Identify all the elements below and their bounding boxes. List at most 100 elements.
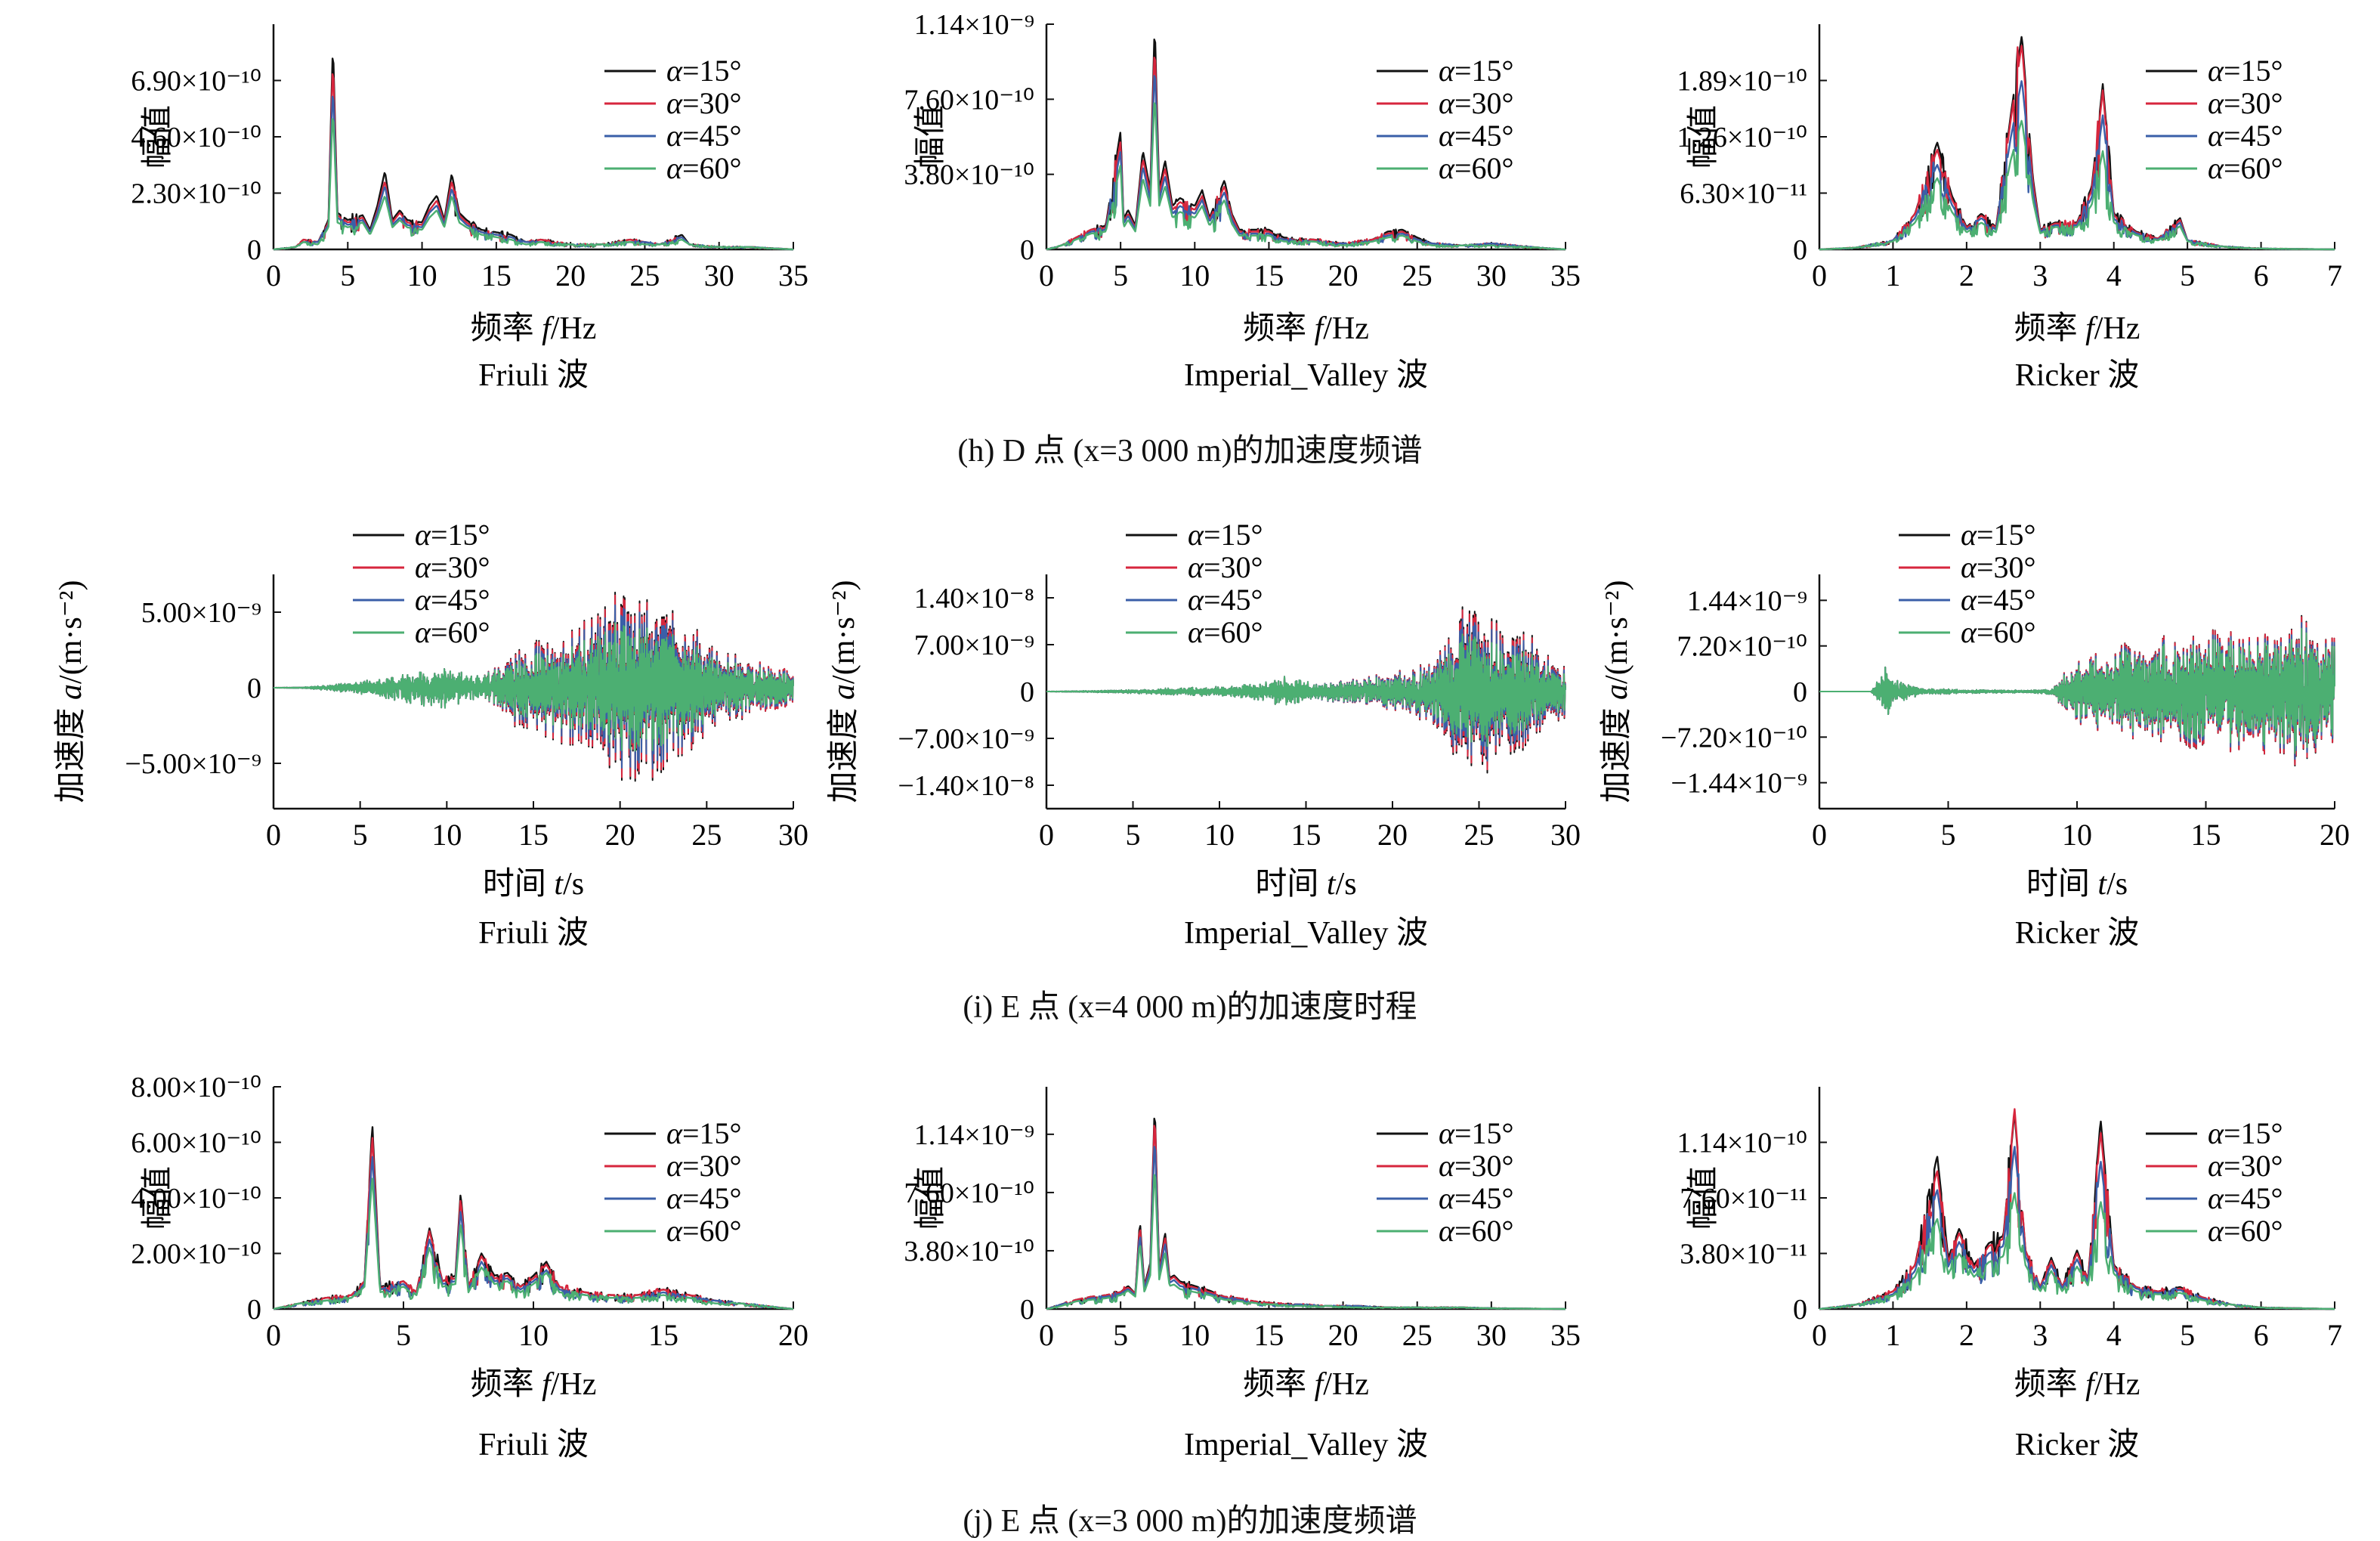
chart-j2: 0 5 10 15 20 25 30 35 0 3.80×10⁻¹⁰ 7.60×10⁻¹⁰ 1.14×…: [904, 1087, 1581, 1462]
y-tick-label: −5.00×10⁻⁹: [125, 748, 261, 780]
chart-subtitle: Friuli 波: [478, 358, 589, 393]
y-tick-label: −1.44×10⁻⁹: [1671, 768, 1807, 800]
x-tick-label: 0: [1039, 258, 1054, 292]
x-tick-label: 3: [2032, 1318, 2048, 1352]
x-tick-label: 15: [518, 818, 549, 852]
x-tick-label: 6: [2254, 258, 2269, 292]
legend-label: α=15°: [1188, 518, 1263, 552]
legend-label: α=30°: [2208, 86, 2283, 120]
chart-subtitle: Friuli 波: [478, 916, 589, 951]
legend-label: α=15°: [1439, 1116, 1514, 1150]
y-tick-label: 1.14×10⁻⁹: [914, 9, 1034, 41]
y-tick-label: −7.20×10⁻¹⁰: [1661, 722, 1807, 753]
chart-subtitle: Ricker 波: [2015, 1428, 2139, 1462]
chart-subtitle: Ricker 波: [2015, 916, 2139, 951]
legend-label: α=30°: [666, 86, 742, 120]
legend-label: α=15°: [1439, 54, 1514, 88]
legend-label: α=15°: [666, 1116, 742, 1150]
x-tick-label: 5: [1113, 1318, 1128, 1352]
x-tick-label: 0: [1812, 1318, 1827, 1352]
legend-label: α=15°: [415, 518, 490, 552]
legend-label: α=45°: [1439, 119, 1514, 153]
x-tick-label: 15: [2191, 818, 2221, 852]
x-axis-label: 频率 f/Hz: [1243, 311, 1369, 346]
x-tick-label: 5: [2180, 258, 2195, 292]
caption-h: (h) D 点 (x=3 000 m)的加速度频谱: [957, 434, 1423, 469]
y-tick-label: 0: [1793, 1294, 1807, 1326]
y-tick-label: 8.00×10⁻¹⁰: [131, 1072, 261, 1103]
legend-label: α=30°: [2208, 1149, 2283, 1183]
legend-label: α=45°: [666, 1181, 742, 1215]
x-tick-label: 25: [1402, 258, 1433, 292]
caption-j: (j) E 点 (x=3 000 m)的加速度频谱: [963, 1504, 1417, 1539]
series-line-α=60°: [273, 1177, 794, 1310]
y-tick-label: 1.40×10⁻⁸: [914, 583, 1034, 614]
x-tick-label: 2: [1959, 258, 1974, 292]
x-tick-label: 15: [648, 1318, 678, 1352]
y-tick-label: 7.20×10⁻¹⁰: [1677, 631, 1807, 663]
legend-label: α=60°: [2208, 1214, 2283, 1248]
chart-subtitle: Imperial_Valley 波: [1184, 916, 1428, 951]
y-tick-label: 4.60×10⁻¹⁰: [131, 122, 261, 153]
x-tick-label: 5: [340, 258, 355, 292]
series-line-α=30°: [1046, 56, 1566, 251]
x-tick-label: 0: [1812, 258, 1827, 292]
legend-label: α=30°: [1188, 550, 1263, 584]
legend-label: α=15°: [1961, 518, 2036, 552]
y-tick-label: 3.80×10⁻¹⁰: [904, 159, 1034, 191]
series-line-α=60°: [1046, 1174, 1566, 1310]
chart-i2: 0 5 10 15 20 25 30 −1.40×10⁻⁸ −7.00×10⁻⁹ 0 7.00×10…: [827, 518, 1581, 951]
x-tick-label: 10: [2062, 818, 2092, 852]
y-tick-label: 0: [1020, 1294, 1034, 1326]
legend-label: α=60°: [666, 151, 742, 185]
x-axis-label: 频率 f/Hz: [2014, 311, 2140, 346]
x-tick-label: 20: [605, 818, 635, 852]
x-tick-label: 20: [778, 1318, 808, 1352]
x-tick-label: 1: [1885, 1318, 1900, 1352]
x-tick-label: 0: [266, 818, 281, 852]
x-tick-label: 4: [2106, 258, 2122, 292]
chart-j3: 0 1 2 3 4 5 6 7 0 3.80×10⁻¹¹ 7.60×10⁻¹¹ 1.14×10⁻¹⁰ 幅…: [1677, 1087, 2342, 1462]
y-tick-label: 6.00×10⁻¹⁰: [131, 1128, 261, 1159]
x-tick-label: 15: [1253, 258, 1284, 292]
x-tick-label: 15: [1253, 1318, 1284, 1352]
x-tick-label: 0: [266, 1318, 281, 1352]
x-tick-label: 0: [266, 258, 281, 292]
x-tick-label: 30: [1550, 818, 1581, 852]
y-tick-label: 7.60×10⁻¹⁰: [904, 84, 1034, 116]
legend-label: α=45°: [666, 119, 742, 153]
legend-label: α=30°: [1439, 1149, 1514, 1183]
x-tick-label: 10: [1179, 258, 1210, 292]
legend-label: α=45°: [1961, 583, 2036, 617]
x-tick-label: 30: [1476, 1318, 1507, 1352]
legend-label: α=15°: [666, 54, 742, 88]
x-tick-label: 10: [518, 1318, 549, 1352]
x-tick-label: 35: [778, 258, 808, 292]
y-tick-label: 7.60×10⁻¹⁰: [904, 1177, 1034, 1209]
x-tick-label: 0: [1039, 1318, 1054, 1352]
x-tick-label: 35: [1550, 258, 1581, 292]
x-tick-label: 0: [1812, 818, 1827, 852]
chart-subtitle: Imperial_Valley 波: [1184, 358, 1428, 393]
y-axis-label: 加速度 a/(m·s⁻²): [827, 580, 861, 803]
y-axis-label: 加速度 a/(m·s⁻²): [1600, 580, 1634, 803]
y-tick-label: 1.14×10⁻⁹: [914, 1119, 1034, 1151]
chart-h3: 0 1 2 3 4 5 6 7 0 6.30×10⁻¹¹ 1.26×10⁻¹⁰ 1.89×10⁻¹⁰ 幅…: [1677, 24, 2342, 393]
y-tick-label: −7.00×10⁻⁹: [898, 723, 1034, 755]
y-tick-label: 4.00×10⁻¹⁰: [131, 1183, 261, 1215]
x-axis-label: 时间 t/s: [1255, 867, 1356, 902]
legend-label: α=45°: [415, 583, 490, 617]
x-tick-label: 15: [481, 258, 512, 292]
legend-label: α=30°: [1961, 550, 2036, 584]
y-tick-label: 0: [1020, 676, 1034, 708]
x-tick-label: 5: [353, 818, 368, 852]
y-tick-label: 0: [1793, 676, 1807, 708]
x-tick-label: 25: [691, 818, 722, 852]
series-line-α=60°: [1046, 102, 1566, 251]
legend-label: α=60°: [415, 615, 490, 649]
y-tick-label: 3.80×10⁻¹⁰: [904, 1236, 1034, 1267]
x-axis-label: 频率 f/Hz: [471, 1366, 597, 1402]
legend-label: α=30°: [1439, 86, 1514, 120]
x-tick-label: 20: [1377, 818, 1408, 852]
x-tick-label: 2: [1959, 1318, 1974, 1352]
